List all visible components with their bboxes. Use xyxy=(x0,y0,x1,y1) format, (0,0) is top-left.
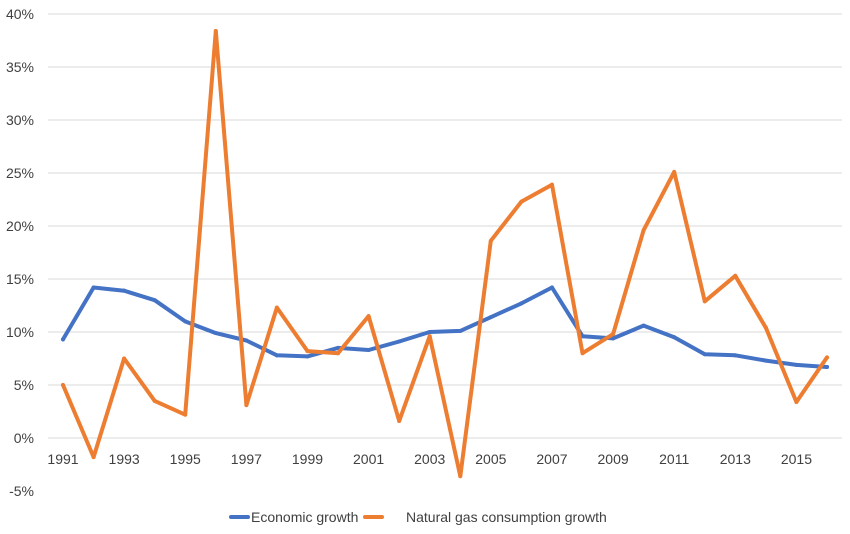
data-point xyxy=(672,335,677,340)
data-point xyxy=(549,285,554,290)
data-point xyxy=(427,334,432,339)
data-point xyxy=(213,28,218,33)
data-point xyxy=(274,305,279,310)
x-tick-label: 1993 xyxy=(109,451,140,467)
data-point xyxy=(763,325,768,330)
data-point xyxy=(519,199,524,204)
x-tick-label: 1997 xyxy=(231,451,262,467)
data-point xyxy=(305,349,310,354)
data-point xyxy=(794,399,799,404)
data-point xyxy=(397,419,402,424)
gridlines xyxy=(48,13,842,439)
x-tick-label: 2009 xyxy=(598,451,629,467)
y-tick-label: 5% xyxy=(14,377,34,393)
x-tick-label: 2007 xyxy=(536,451,567,467)
x-tick-label: 2003 xyxy=(414,451,445,467)
x-tick-label: 1999 xyxy=(292,451,323,467)
data-point xyxy=(794,362,799,367)
x-tick-label: 2001 xyxy=(353,451,384,467)
data-point xyxy=(458,328,463,333)
legend-label: Natural gas consumption growth xyxy=(406,509,607,525)
y-axis-ticks: -5% 0% 5% 10% 15% 20% 25% 30% 35% 40% xyxy=(6,6,34,499)
data-point xyxy=(733,273,738,278)
x-axis-ticks: 1991 1993 1995 1997 1999 2001 2003 2005 2007 2009… xyxy=(47,451,812,467)
data-point xyxy=(825,355,829,360)
series-economic-growth xyxy=(61,285,829,369)
series-line xyxy=(61,29,829,479)
data-point xyxy=(183,412,188,417)
data-point xyxy=(549,182,554,187)
legend-label: Economic growth xyxy=(251,509,358,525)
data-point xyxy=(458,474,463,479)
data-point xyxy=(427,330,432,334)
data-point xyxy=(763,358,768,363)
data-point xyxy=(641,323,646,328)
data-point xyxy=(61,383,65,387)
data-point xyxy=(825,364,829,369)
data-point xyxy=(580,351,585,356)
legend-item: Economic growth xyxy=(229,509,358,525)
y-tick-label: 25% xyxy=(6,165,34,181)
data-point xyxy=(91,285,96,290)
data-point xyxy=(488,315,493,320)
x-tick-label: 2005 xyxy=(475,451,506,467)
data-point xyxy=(733,353,738,358)
data-point xyxy=(61,337,65,342)
data-point xyxy=(397,339,402,344)
y-tick-label: 20% xyxy=(6,218,34,234)
y-tick-label: 15% xyxy=(6,271,34,287)
y-tick-label: 40% xyxy=(6,6,34,22)
y-tick-label: 0% xyxy=(14,430,34,446)
y-tick-label: 35% xyxy=(6,59,34,75)
legend: Economic growth Natural gas consumption g… xyxy=(229,509,607,525)
legend-item: Natural gas consumption growth xyxy=(363,509,607,525)
data-point xyxy=(672,169,677,174)
data-point xyxy=(641,228,646,233)
data-point xyxy=(611,332,616,337)
data-point xyxy=(244,403,249,408)
data-point xyxy=(274,353,279,358)
data-point xyxy=(122,288,127,293)
x-tick-label: 1995 xyxy=(170,451,201,467)
data-point xyxy=(183,319,188,324)
data-point xyxy=(336,351,341,356)
data-point xyxy=(152,298,157,303)
data-point xyxy=(305,354,310,359)
y-tick-label: -5% xyxy=(9,483,34,499)
data-point xyxy=(213,331,218,336)
data-point xyxy=(519,301,524,306)
data-point xyxy=(702,299,707,304)
data-point xyxy=(366,348,371,353)
data-point xyxy=(152,398,157,403)
data-point xyxy=(366,314,371,319)
data-point xyxy=(91,455,96,460)
data-point xyxy=(488,238,493,243)
data-point xyxy=(702,352,707,357)
y-tick-label: 10% xyxy=(6,324,34,340)
data-point xyxy=(122,356,127,361)
data-point xyxy=(611,336,616,341)
y-tick-label: 30% xyxy=(6,112,34,128)
x-tick-label: 1991 xyxy=(47,451,78,467)
x-tick-label: 2011 xyxy=(659,451,689,467)
series-line xyxy=(61,285,829,369)
x-tick-label: 2015 xyxy=(781,451,812,467)
series-lines xyxy=(61,28,829,479)
data-point xyxy=(244,338,249,343)
series-natural-gas-consumption-growth xyxy=(61,28,829,479)
x-tick-label: 2013 xyxy=(720,451,751,467)
